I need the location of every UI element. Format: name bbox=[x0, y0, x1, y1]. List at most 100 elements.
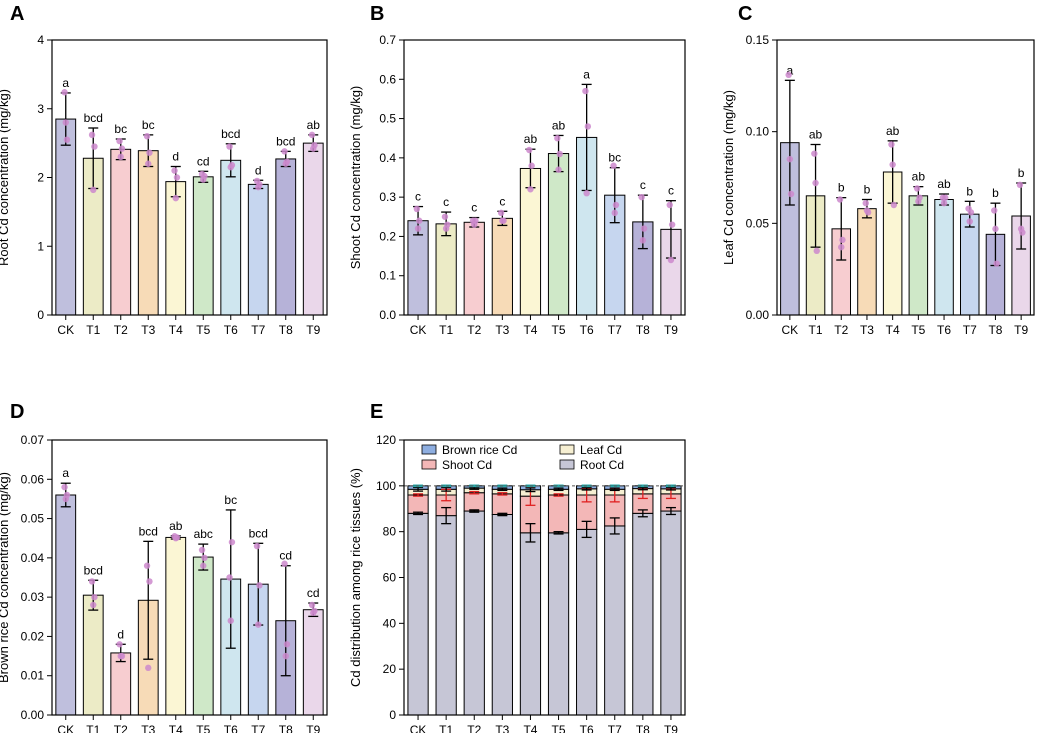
data-point bbox=[838, 243, 845, 251]
data-point bbox=[836, 196, 844, 203]
data-point bbox=[862, 199, 869, 207]
y-tick-label: 0 bbox=[37, 308, 44, 322]
data-point bbox=[967, 209, 975, 216]
x-tick-label: T5 bbox=[911, 323, 925, 337]
panel-label: D bbox=[10, 401, 24, 423]
stack-segment bbox=[463, 510, 485, 716]
data-point bbox=[811, 150, 818, 157]
data-point bbox=[497, 209, 505, 217]
data-point bbox=[145, 664, 152, 672]
data-point bbox=[201, 172, 208, 180]
data-point bbox=[281, 148, 288, 155]
significance-letter: ab bbox=[912, 170, 926, 184]
y-tick-label: 0.7 bbox=[379, 33, 396, 47]
stack-segment bbox=[519, 532, 542, 716]
x-tick-label: T5 bbox=[552, 323, 566, 337]
data-point bbox=[812, 179, 819, 187]
data-point bbox=[282, 652, 289, 660]
data-point bbox=[118, 652, 126, 660]
data-point bbox=[839, 236, 846, 244]
significance-letter: a bbox=[62, 76, 69, 90]
x-tick-label: T4 bbox=[169, 723, 183, 733]
legend-label: Root Cd bbox=[580, 458, 624, 472]
data-point bbox=[116, 641, 123, 648]
stack-segment bbox=[660, 510, 682, 716]
bar bbox=[302, 609, 324, 716]
significance-letter: bc bbox=[142, 118, 155, 132]
data-point bbox=[668, 221, 676, 228]
legend-label: Leaf Cd bbox=[580, 443, 622, 457]
significance-letter: ab bbox=[809, 128, 823, 142]
y-tick-label: 3 bbox=[37, 102, 44, 116]
y-tick-label: 0.06 bbox=[21, 472, 45, 486]
x-tick-label: T8 bbox=[636, 723, 650, 733]
data-point bbox=[612, 201, 620, 209]
data-point bbox=[913, 185, 921, 192]
significance-letter: c bbox=[415, 190, 421, 204]
data-point bbox=[556, 150, 563, 158]
x-tick-label: T5 bbox=[196, 723, 210, 733]
significance-letter: ab bbox=[552, 118, 566, 132]
y-tick-label: 0 bbox=[389, 708, 396, 722]
y-tick-label: 20 bbox=[383, 662, 397, 676]
significance-letter: ab bbox=[307, 118, 321, 132]
x-tick-label: T1 bbox=[439, 723, 453, 733]
significance-letter: ab bbox=[524, 132, 538, 146]
significance-letter: abc bbox=[194, 527, 213, 541]
x-tick-label: T2 bbox=[834, 323, 848, 337]
y-tick-label: 0.4 bbox=[379, 151, 396, 165]
significance-letter: bcd bbox=[276, 134, 295, 148]
bar bbox=[463, 221, 485, 316]
y-tick-label: 0.6 bbox=[379, 72, 396, 86]
data-point bbox=[991, 207, 998, 214]
panel-label: B bbox=[370, 3, 384, 25]
x-tick-label: T4 bbox=[523, 723, 537, 733]
data-point bbox=[283, 641, 291, 648]
data-point bbox=[281, 560, 288, 567]
significance-letter: b bbox=[966, 184, 973, 198]
stack-segment bbox=[632, 512, 654, 716]
x-tick-label: T2 bbox=[467, 323, 481, 337]
bar bbox=[857, 208, 877, 316]
data-point bbox=[667, 256, 675, 264]
bar bbox=[491, 217, 513, 316]
legend-swatch bbox=[421, 444, 437, 455]
legend-swatch bbox=[559, 444, 575, 455]
x-tick-label: T4 bbox=[169, 323, 183, 337]
plot-frame bbox=[403, 39, 686, 316]
bar bbox=[959, 213, 980, 316]
significance-letter: cd bbox=[307, 586, 320, 600]
data-point bbox=[583, 190, 590, 197]
significance-letter: b bbox=[1018, 166, 1025, 180]
significance-letter: a bbox=[62, 466, 69, 480]
data-point bbox=[88, 131, 96, 139]
y-tick-label: 0.2 bbox=[379, 229, 396, 243]
x-tick-label: T6 bbox=[580, 323, 594, 337]
y-axis-title: Cd distribution among rice tissues (%) bbox=[348, 468, 363, 687]
data-point bbox=[666, 201, 673, 209]
bar bbox=[55, 118, 77, 316]
panel-label: C bbox=[738, 3, 752, 25]
data-point bbox=[172, 194, 179, 202]
bar bbox=[165, 536, 187, 716]
data-point bbox=[256, 181, 263, 188]
data-point bbox=[90, 601, 97, 609]
bar bbox=[165, 181, 187, 316]
bar bbox=[247, 183, 269, 316]
panel-label: A bbox=[10, 3, 24, 25]
y-tick-label: 0.07 bbox=[21, 433, 45, 447]
data-point bbox=[227, 617, 234, 624]
significance-letter: bcd bbox=[84, 563, 103, 577]
significance-letter: ab bbox=[886, 124, 900, 138]
y-tick-label: 4 bbox=[37, 33, 44, 47]
y-tick-label: 2 bbox=[37, 171, 44, 185]
x-tick-label: T1 bbox=[86, 723, 100, 733]
x-tick-label: T1 bbox=[86, 323, 100, 337]
data-point bbox=[283, 158, 291, 165]
x-tick-label: T7 bbox=[608, 323, 622, 337]
x-tick-label: T6 bbox=[224, 723, 238, 733]
data-point bbox=[228, 538, 236, 546]
y-tick-label: 120 bbox=[376, 433, 396, 447]
